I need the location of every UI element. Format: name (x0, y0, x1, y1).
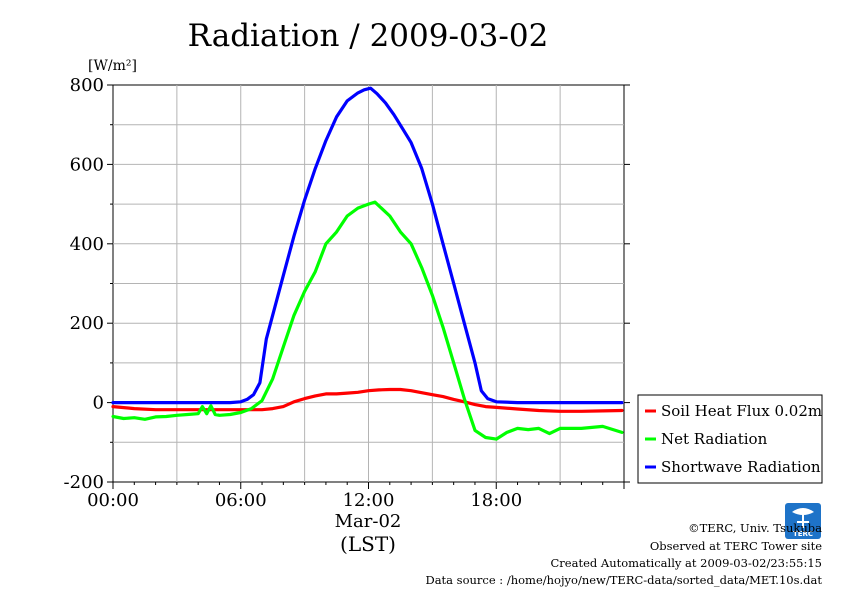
x-axis: 00:00 06:00 12:00 18:00 (87, 482, 625, 511)
legend-label: Net Radiation (661, 430, 768, 448)
y-tick-label: 800 (70, 75, 104, 96)
series-line (111, 200, 624, 441)
x-tick-label: 12:00 (343, 490, 395, 511)
y-tick-label: -200 (64, 472, 104, 493)
chart-title: Radiation / 2009-03-02 (188, 18, 549, 54)
footer-source: Data source : /home/hojyo/new/TERC-data/… (425, 573, 822, 587)
y-tick-label: 0 (93, 393, 104, 414)
terc-logo: TERC (785, 503, 821, 539)
legend: Soil Heat Flux 0.02m Net Radiation Shortwa… (637, 394, 823, 484)
logo-text: TERC (793, 530, 813, 538)
y-tick-label: 400 (70, 234, 104, 255)
y-tick-label: 200 (70, 313, 104, 334)
x-tick-label: 18:00 (470, 490, 522, 511)
x-tick-label: 00:00 (87, 490, 139, 511)
x-axis-label: (LST) (340, 532, 396, 556)
series-lines (111, 86, 624, 441)
x-date-label: Mar-02 (335, 511, 402, 532)
legend-label: Soil Heat Flux 0.02m (661, 402, 822, 420)
footer-copyright: ©TERC, Univ. Tsukuba (688, 521, 822, 535)
legend-label: Shortwave Radiation (661, 458, 821, 476)
x-tick-label: 06:00 (215, 490, 267, 511)
y-axis-unit: [W/m²] (88, 58, 137, 74)
footer-created: Created Automatically at 2009-03-02/23:5… (551, 556, 823, 570)
footer-site: Observed at TERC Tower site (650, 539, 822, 553)
series-line (111, 86, 624, 405)
series-line (111, 387, 624, 413)
y-tick-label: 600 (70, 154, 104, 175)
legend-box (637, 394, 823, 484)
y-axis: 800 600 400 200 0 -200 (64, 75, 630, 493)
